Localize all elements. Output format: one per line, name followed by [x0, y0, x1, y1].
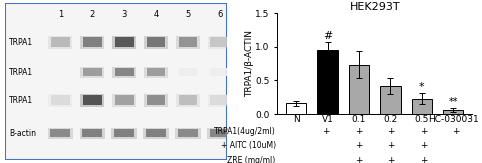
Text: #: #	[323, 31, 332, 41]
Text: TRPA1: TRPA1	[9, 96, 33, 105]
Bar	[111, 128, 137, 139]
Bar	[82, 129, 102, 137]
Text: +: +	[387, 127, 395, 136]
Y-axis label: TRPA1/β-ACTIN: TRPA1/β-ACTIN	[245, 30, 254, 97]
Text: +: +	[452, 127, 460, 136]
Bar	[80, 128, 105, 139]
Bar	[178, 68, 198, 76]
Bar	[147, 68, 165, 76]
Bar	[178, 37, 198, 47]
Text: TRPA1(4ug/2ml): TRPA1(4ug/2ml)	[214, 127, 276, 136]
Text: +: +	[355, 127, 362, 136]
Text: TRPA1: TRPA1	[9, 38, 33, 47]
Bar	[51, 37, 70, 47]
Text: +: +	[355, 141, 362, 150]
Bar	[211, 95, 229, 105]
Bar	[412, 99, 432, 114]
Text: 6: 6	[217, 10, 223, 19]
Bar	[83, 95, 102, 105]
Text: + AITC (10uM): + AITC (10uM)	[221, 141, 276, 150]
Bar	[80, 94, 104, 107]
Bar	[112, 36, 136, 49]
Bar	[147, 95, 165, 105]
Bar	[80, 36, 104, 49]
Bar	[207, 128, 232, 139]
Bar	[146, 129, 166, 137]
Bar	[176, 36, 200, 49]
Bar	[48, 94, 72, 107]
Bar	[112, 94, 136, 107]
Bar	[176, 94, 200, 107]
Bar	[349, 65, 369, 114]
Text: +: +	[420, 127, 428, 136]
Text: TRPA1: TRPA1	[9, 68, 33, 77]
Bar	[178, 95, 198, 105]
Bar	[114, 129, 134, 137]
Bar	[115, 95, 134, 105]
Text: 1: 1	[58, 10, 63, 19]
Text: 3: 3	[121, 10, 127, 19]
Text: +: +	[420, 141, 428, 150]
Bar	[83, 68, 102, 76]
Text: +: +	[322, 127, 330, 136]
Bar	[175, 128, 201, 139]
Bar	[50, 129, 70, 137]
Bar	[211, 68, 229, 76]
Bar	[115, 68, 134, 76]
Title: HEK293T: HEK293T	[349, 2, 400, 12]
Bar	[208, 36, 232, 49]
Bar	[380, 86, 401, 114]
Bar	[443, 110, 464, 114]
Text: 4: 4	[153, 10, 159, 19]
Text: ZRE (mg/ml): ZRE (mg/ml)	[228, 156, 276, 163]
Bar	[211, 37, 229, 47]
Bar	[144, 94, 168, 107]
Bar	[144, 128, 169, 139]
Bar	[286, 103, 307, 114]
Bar	[208, 94, 232, 107]
Bar	[147, 37, 165, 47]
Text: +: +	[420, 156, 428, 163]
Bar	[112, 67, 136, 78]
Bar	[210, 129, 230, 137]
Text: +: +	[387, 156, 395, 163]
Bar	[51, 95, 70, 105]
Bar	[80, 67, 104, 78]
Bar	[48, 128, 73, 139]
Text: 5: 5	[186, 10, 190, 19]
Bar	[115, 37, 134, 47]
Text: **: **	[449, 97, 458, 107]
Bar	[51, 68, 70, 76]
Bar	[318, 50, 338, 114]
Bar	[144, 36, 168, 49]
Text: +: +	[355, 156, 362, 163]
Bar	[83, 37, 102, 47]
Text: *: *	[419, 82, 425, 92]
Text: B-actin: B-actin	[9, 129, 36, 138]
Bar	[48, 36, 72, 49]
Text: +: +	[387, 141, 395, 150]
Text: 2: 2	[90, 10, 95, 19]
Bar	[144, 67, 168, 78]
Bar	[178, 129, 198, 137]
